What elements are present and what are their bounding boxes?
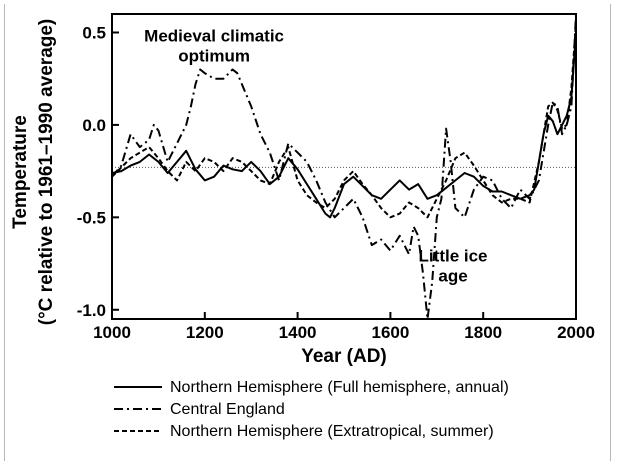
x-tick-label: 1600 (371, 323, 409, 342)
series-line-2 (112, 14, 576, 319)
x-tick-label: 1400 (279, 323, 317, 342)
annotation-1: Medieval climatic optimum (144, 27, 284, 66)
legend-label-1: Northern Hemisphere (Full hemisphere, an… (170, 379, 509, 396)
x-tick-label: 1000 (93, 323, 131, 342)
legend: Northern Hemisphere (Full hemisphere, an… (114, 379, 509, 440)
legend-label-2: Central England (170, 401, 285, 418)
x-tick-label: 2000 (557, 323, 595, 342)
y-tick-label: 0.0 (82, 116, 106, 135)
annotation-2: Little ice age (419, 247, 488, 286)
x-tick-label: 1800 (464, 323, 502, 342)
plot-area (111, 13, 577, 320)
x-tick-label: 1200 (186, 323, 224, 342)
x-axis-title: Year (AD) (301, 346, 387, 367)
y-axis-title-line1: Temperature (10, 115, 31, 229)
figure-frame (4, 4, 611, 461)
y-axis-title-line2: (°C relative to 1961–1990 average) (36, 19, 57, 326)
y-tick-label: 0.5 (82, 23, 106, 42)
series-line-3 (112, 23, 576, 219)
y-tick-label: -0.5 (77, 208, 106, 227)
y-tick-label: -1.0 (77, 301, 106, 320)
legend-label-3: Northern Hemisphere (Extratropical, summ… (170, 423, 494, 440)
